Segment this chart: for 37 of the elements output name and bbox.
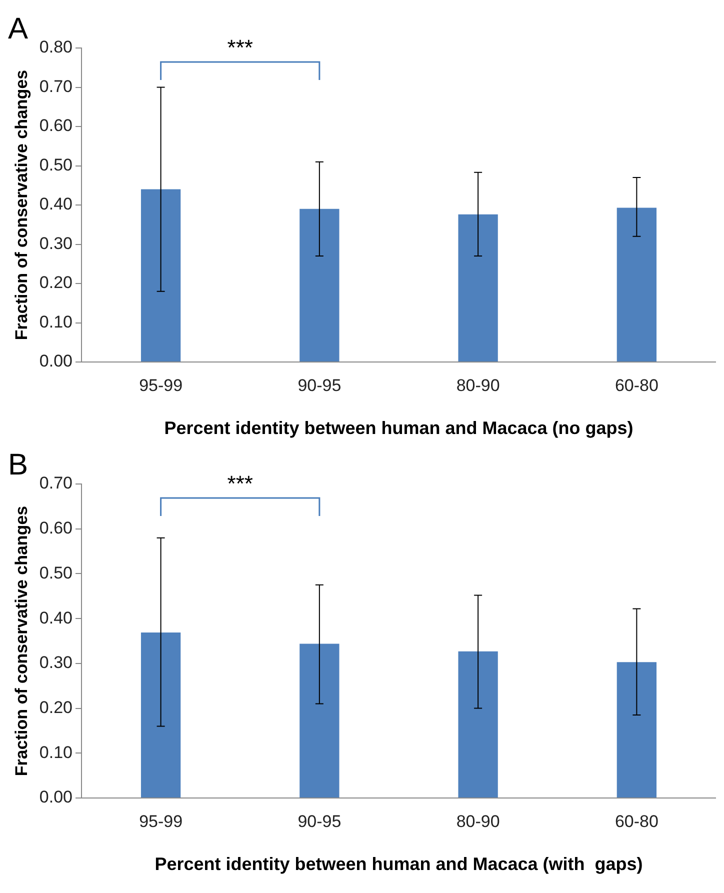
y-tick-label: 0.00 — [39, 352, 72, 371]
y-tick-label: 0.50 — [39, 563, 72, 582]
x-tick-label: 95-99 — [139, 812, 183, 831]
y-tick-label: 0.70 — [39, 474, 72, 493]
y-tick-label: 0.40 — [39, 194, 72, 214]
x-axis-title: Percent identity between human and Macaca (with gaps) — [154, 854, 643, 874]
y-tick-label: 0.70 — [39, 76, 72, 96]
y-tick-label: 0.30 — [39, 234, 72, 253]
x-tick-label: 80-90 — [456, 376, 500, 395]
x-tick-label: 90-95 — [298, 376, 342, 395]
bar — [300, 208, 340, 362]
y-axis-title: Fraction of conservative changes — [12, 506, 31, 776]
y-axis-title: Fraction of conservative changes — [12, 70, 31, 340]
chart-title: B — [8, 448, 28, 482]
x-axis-title: Percent identity between human and Macaca (no gaps) — [164, 418, 634, 438]
x-tick-label: 80-90 — [456, 812, 500, 831]
y-tick-label: 0.30 — [39, 653, 72, 672]
x-tick-label: 60-80 — [614, 376, 658, 395]
x-tick-label: 95-99 — [139, 376, 183, 395]
y-tick-label: 0.80 — [39, 38, 72, 57]
y-tick-label: 0.00 — [39, 788, 72, 807]
y-tick-label: 0.40 — [39, 608, 72, 628]
y-tick-label: 0.20 — [39, 698, 72, 717]
y-tick-label: 0.50 — [39, 155, 72, 174]
bar — [616, 208, 657, 362]
y-tick-label: 0.10 — [39, 312, 72, 332]
bar — [140, 189, 181, 362]
annotation: *** — [227, 471, 254, 496]
chart-title: A — [8, 12, 28, 46]
y-tick-label: 0.60 — [39, 116, 72, 136]
bar — [458, 214, 498, 362]
x-tick-label: 90-95 — [298, 812, 342, 831]
x-tick-label: 60-80 — [614, 812, 658, 831]
y-tick-label: 0.20 — [39, 273, 72, 292]
annotation: *** — [227, 35, 254, 60]
y-tick-label: 0.60 — [39, 518, 72, 538]
y-tick-label: 0.10 — [39, 742, 72, 762]
